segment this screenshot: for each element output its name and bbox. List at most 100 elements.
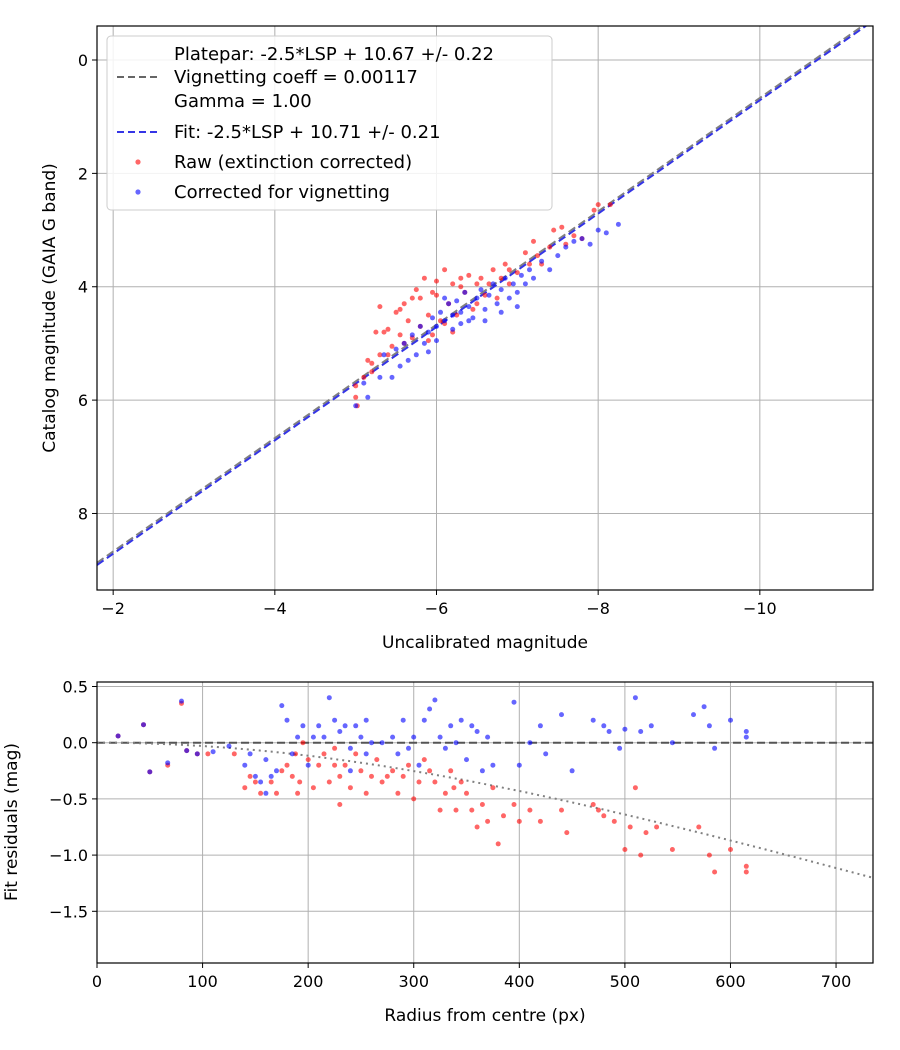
raw-point <box>430 332 435 338</box>
raw-point <box>377 352 383 358</box>
corrected-point <box>474 729 480 734</box>
corrected-point <box>242 762 248 768</box>
corrected-point <box>437 734 443 740</box>
corrected-point <box>648 723 654 729</box>
raw-point <box>252 779 258 785</box>
y-tick-label: −0.5 <box>49 790 88 809</box>
corrected-point <box>514 304 520 310</box>
corrected-point <box>474 295 480 301</box>
corrected-point <box>379 740 385 746</box>
raw-point <box>632 785 638 791</box>
corrected-point <box>470 315 476 321</box>
raw-point <box>712 869 718 875</box>
top-panel: −2 −4 −6 −8 −10 0 2 4 6 8 Uncalibrated magnitude… <box>40 25 874 653</box>
corrected-point <box>603 230 609 236</box>
raw-point <box>409 295 415 301</box>
raw-point <box>401 301 407 307</box>
raw-point <box>389 343 395 349</box>
corrected-point <box>247 751 253 757</box>
corrected-point <box>226 743 232 749</box>
raw-point <box>596 807 601 813</box>
corrected-point <box>389 374 395 380</box>
corrected-point <box>743 734 749 740</box>
corrected-point <box>502 275 508 281</box>
corrected-point <box>305 762 311 768</box>
corrected-point <box>458 321 464 327</box>
corrected-point <box>446 301 452 307</box>
corrected-point <box>353 723 359 729</box>
raw-point <box>442 790 448 796</box>
corrected-point <box>279 703 285 709</box>
raw-point <box>374 757 380 763</box>
top-x-ticks: −2 −4 −6 −8 −10 <box>101 590 777 618</box>
x-tick-label: −4 <box>263 599 287 618</box>
x-tick-label: 500 <box>610 972 641 991</box>
corrected-point <box>518 272 524 278</box>
raw-point <box>486 281 492 287</box>
raw-point <box>474 301 480 307</box>
raw-point <box>231 751 237 757</box>
corrected-point <box>252 773 258 779</box>
raw-point <box>450 281 456 287</box>
corrected-point <box>115 733 121 739</box>
y-tick-label: 6 <box>78 391 88 410</box>
raw-point <box>413 287 419 293</box>
corrected-point <box>466 318 472 324</box>
corrected-point <box>425 349 431 355</box>
raw-point <box>474 281 480 287</box>
corrected-point <box>421 717 427 723</box>
raw-point <box>482 292 488 298</box>
raw-point <box>464 790 469 796</box>
raw-point <box>490 785 496 791</box>
corrected-point <box>606 729 612 734</box>
corrected-point <box>300 723 306 729</box>
raw-point <box>390 768 396 774</box>
corrected-point <box>289 751 295 757</box>
raw-point <box>405 318 411 324</box>
corrected-point <box>358 734 364 740</box>
bottom-x-axis-label: Radius from centre (px) <box>384 1006 585 1026</box>
raw-point <box>332 762 338 768</box>
legend-entry-vignetting: Vignetting coeff = 0.00117 <box>174 67 418 88</box>
raw-point <box>369 369 375 375</box>
y-tick-label: 0.0 <box>63 734 88 753</box>
raw-point <box>393 309 399 315</box>
x-tick-label: −10 <box>743 599 777 618</box>
raw-point <box>297 779 303 785</box>
corrected-point <box>416 762 422 768</box>
raw-point <box>448 768 454 774</box>
corrected-point <box>569 768 575 774</box>
raw-point <box>469 807 475 813</box>
y-tick-label: −1.0 <box>49 846 88 865</box>
raw-point <box>607 202 613 208</box>
raw-point <box>316 762 322 768</box>
corrected-point <box>194 751 200 757</box>
corrected-point <box>706 723 712 729</box>
x-tick-label: −2 <box>101 599 125 618</box>
legend-entry-platepar: Platepar: -2.5*LSP + 10.67 +/- 0.22 <box>174 44 494 65</box>
corrected-point <box>427 706 433 712</box>
corrected-point <box>442 745 448 751</box>
corrected-point <box>453 740 459 746</box>
bottom-x-ticks: 0 100 200 300 400 500 600 700 <box>92 963 851 991</box>
raw-point <box>438 318 443 324</box>
raw-point <box>247 773 253 779</box>
corrected-point <box>430 315 435 321</box>
y-tick-label: 0.5 <box>63 677 88 696</box>
corrected-point <box>563 244 569 250</box>
raw-point <box>458 284 464 290</box>
top-y-ticks: 0 2 4 6 8 <box>78 51 97 523</box>
raw-point <box>430 289 435 295</box>
raw-point <box>361 374 367 380</box>
corrected-point <box>258 779 264 785</box>
corrected-point <box>539 258 545 264</box>
raw-point <box>274 790 279 796</box>
corrected-point <box>316 723 322 729</box>
corrected-point <box>464 757 469 763</box>
raw-point <box>564 830 570 836</box>
corrected-point <box>397 363 403 369</box>
raw-point <box>506 281 512 287</box>
corrected-point <box>393 346 399 352</box>
corrected-point <box>522 281 528 287</box>
raw-point <box>502 261 508 267</box>
